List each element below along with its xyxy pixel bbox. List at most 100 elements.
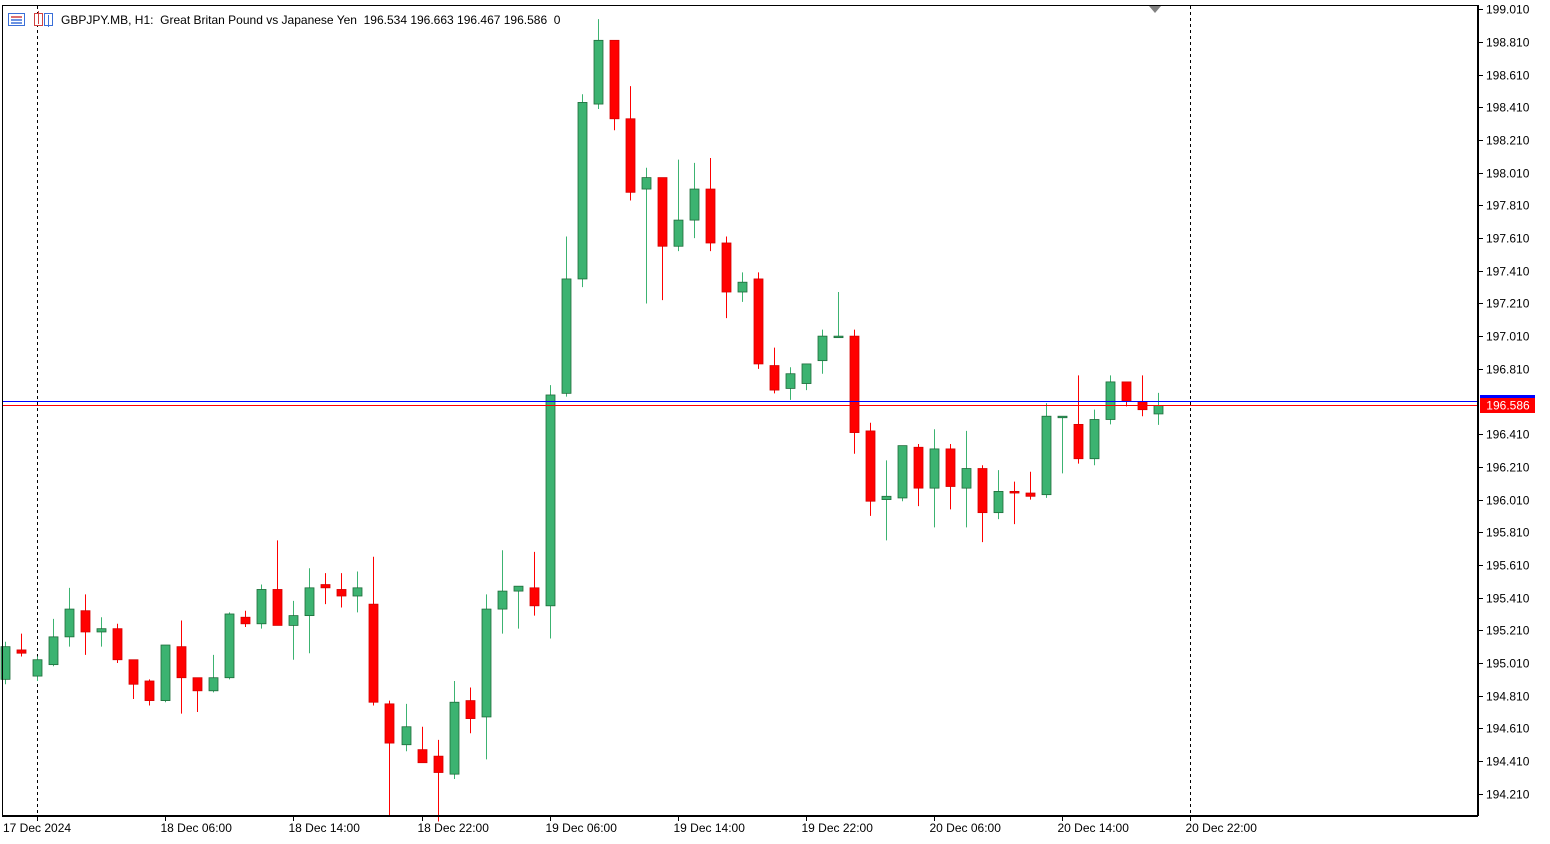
candle-body (33, 660, 42, 676)
candle (434, 740, 443, 822)
candle (642, 168, 651, 304)
candle (1074, 375, 1083, 463)
candle (690, 163, 699, 238)
price-tags: 196.586 (1480, 395, 1535, 413)
candle (145, 679, 154, 705)
price-tick-label: 196.410 (1486, 428, 1530, 442)
candle-body (546, 395, 555, 606)
candle-body (882, 496, 891, 499)
candle (578, 94, 587, 287)
price-lines (3, 402, 1478, 406)
candle-body (225, 614, 234, 678)
chart-shift-marker-icon[interactable] (1149, 6, 1161, 13)
candle-body (514, 586, 523, 591)
candle-body (610, 40, 619, 118)
plot-border (3, 6, 1478, 816)
candle (626, 86, 635, 200)
price-tick-label: 198.210 (1486, 134, 1530, 148)
price-tick-label: 195.810 (1486, 526, 1530, 540)
candle (177, 621, 186, 714)
price-tick-label: 195.610 (1486, 559, 1530, 573)
candle (450, 681, 459, 779)
bid-price-label: 196.586 (1486, 399, 1530, 413)
candle (1138, 375, 1147, 416)
candle (786, 367, 795, 400)
candle-body (994, 491, 1003, 512)
candle (610, 40, 619, 130)
candle-body (530, 588, 539, 606)
candle (482, 594, 491, 759)
candle (658, 178, 667, 301)
candle (1122, 382, 1131, 407)
candle-body (1026, 493, 1035, 496)
candle-body (738, 282, 747, 292)
candle-body (690, 189, 699, 220)
candle (1154, 393, 1163, 425)
price-tick-label: 198.010 (1486, 167, 1530, 181)
candle-body (17, 650, 26, 653)
candle (321, 573, 330, 604)
candle-body (802, 364, 811, 384)
candle-body (482, 609, 491, 717)
day-separators (38, 6, 1550, 815)
candle-body (418, 750, 427, 763)
candle (385, 701, 394, 817)
candle-body (97, 629, 106, 632)
candle-body (193, 678, 202, 691)
candle (289, 601, 298, 660)
price-tick-label: 195.010 (1486, 657, 1530, 671)
price-tick-label: 196.210 (1486, 461, 1530, 475)
candle (97, 617, 106, 646)
candle (770, 348, 779, 394)
candle-body (1042, 416, 1051, 494)
price-tick-label: 198.410 (1486, 101, 1530, 115)
candle (241, 611, 250, 627)
candle (866, 423, 875, 516)
candle (225, 612, 234, 679)
candle (962, 431, 971, 527)
candle (946, 444, 955, 509)
candle-body (946, 449, 955, 487)
time-tick-label: 19 Dec 06:00 (546, 821, 618, 835)
candle (706, 158, 715, 251)
candle-body (257, 589, 266, 623)
candle-body (674, 220, 683, 246)
price-tick-label: 194.610 (1486, 722, 1530, 736)
candle-body (129, 660, 138, 685)
candle-body (914, 447, 923, 488)
candle (1010, 482, 1019, 524)
time-tick-label: 20 Dec 06:00 (930, 821, 1002, 835)
chart-history-icon[interactable] (35, 11, 53, 27)
candle-body (562, 279, 571, 393)
candle (129, 660, 138, 699)
candle (161, 645, 170, 702)
candle-body (1058, 416, 1067, 418)
candle-body (241, 617, 250, 624)
candle-body (466, 701, 475, 719)
candle (273, 540, 282, 625)
candle-body (498, 591, 507, 609)
candle-body (353, 588, 362, 596)
candle (257, 585, 266, 629)
candle (1106, 375, 1115, 424)
candle (1090, 410, 1099, 466)
candle-body (273, 589, 282, 625)
candle-body (1010, 491, 1019, 493)
symbol-info: GBPJPY.MB, H1: Great Britan Pound vs Jap… (61, 13, 561, 27)
candle (113, 624, 122, 663)
time-tick-label: 20 Dec 14:00 (1058, 821, 1130, 835)
chart-header: GBPJPY.MB, H1: Great Britan Pound vs Jap… (9, 11, 561, 27)
candle-body (145, 681, 154, 701)
candle (402, 704, 411, 751)
price-tick-label: 195.410 (1486, 592, 1530, 606)
time-tick-label: 20 Dec 22:00 (1186, 821, 1258, 835)
candle (818, 330, 827, 374)
time-tick-label: 18 Dec 14:00 (289, 821, 361, 835)
candle (514, 586, 523, 628)
window-list-icon[interactable] (9, 14, 25, 26)
candle-body (49, 637, 58, 665)
candle-body (594, 40, 603, 104)
candle (81, 594, 90, 654)
